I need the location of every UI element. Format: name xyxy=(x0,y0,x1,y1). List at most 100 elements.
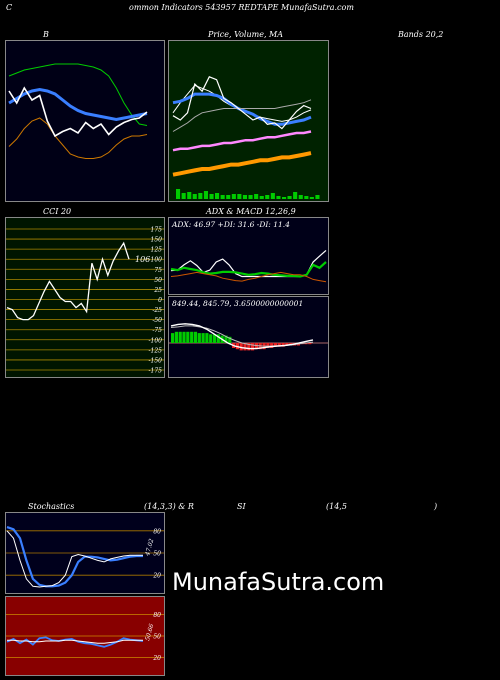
cci-line xyxy=(6,241,130,321)
volume-bar xyxy=(187,192,192,199)
adx-series-1 xyxy=(170,261,327,278)
rsi-chart: 80 50 20 50.66 xyxy=(5,596,165,676)
stochastics-tick-label: 80 xyxy=(153,528,161,535)
cci-label: CCI 20 xyxy=(43,207,72,216)
bollinger-chart xyxy=(5,40,165,202)
volume-bar xyxy=(203,191,208,199)
cci-tick-label: -50 xyxy=(152,317,162,324)
stochastics-series-0 xyxy=(6,526,143,588)
bands-label: Bands 20,2 xyxy=(398,30,444,39)
volume-bar xyxy=(237,194,242,199)
price-series-3 xyxy=(172,76,312,130)
macd-histogram-bar xyxy=(186,331,190,343)
volume-bar xyxy=(265,195,270,199)
macd-histogram-bar xyxy=(251,343,255,351)
macd-histogram-bar xyxy=(285,343,289,346)
macd-histogram-bar xyxy=(182,331,186,343)
macd-histogram-bar xyxy=(209,334,213,343)
cci-tick-label: 25 xyxy=(153,287,162,294)
volume-bar xyxy=(293,192,298,199)
cci-chart: 175 150 125 100 75 50 25 0 -25 -50 -75 -100 -125 -150… xyxy=(5,217,165,378)
macd-line xyxy=(170,323,314,350)
macd-histogram-bar xyxy=(190,331,194,343)
volume-bar xyxy=(287,196,292,199)
volume-bar xyxy=(220,195,225,199)
macd-histogram-bar xyxy=(212,334,217,343)
volume-bar xyxy=(248,195,253,199)
volume-bar xyxy=(176,189,181,199)
volume-bar xyxy=(309,197,314,199)
rsi-last-label: 50.66 xyxy=(144,623,155,642)
price-volume-ma-chart xyxy=(168,40,329,202)
macd-readout: 849.44, 845.79, 3.6500000000001 xyxy=(172,299,303,308)
macd-histogram-bar xyxy=(273,343,278,347)
volume-bar xyxy=(304,196,309,199)
rsi-tick-label: 80 xyxy=(153,612,161,619)
macd-histogram-bar xyxy=(266,343,270,348)
stoch-label-b: (14,3,3) & R xyxy=(144,502,194,511)
volume-bar xyxy=(181,193,186,199)
macd-histogram-bar xyxy=(243,343,247,351)
macd-histogram-bar xyxy=(247,343,251,351)
header-c: C xyxy=(6,3,13,12)
adx-macd-label: ADX & MACD 12,26,9 xyxy=(206,207,296,216)
price-series-1 xyxy=(172,92,312,126)
price-series-2 xyxy=(172,99,312,132)
volume-bar xyxy=(282,197,287,199)
macd-chart: 849.44, 845.79, 3.6500000000001 xyxy=(168,296,329,378)
cci-tick-label: -75 xyxy=(152,327,162,334)
cci-last-label: 106 xyxy=(135,255,150,264)
price-series-5 xyxy=(172,151,312,177)
bollinger-series-3 xyxy=(8,86,148,138)
bollinger-series-0 xyxy=(8,63,148,126)
macd-histogram-bar xyxy=(228,336,232,343)
cci-tick-label: -100 xyxy=(149,337,163,344)
adx-chart: ADX: 46.97 +DI: 31.6 -DI: 11.4 xyxy=(168,217,329,295)
panel-frame xyxy=(168,217,329,295)
volume-bar xyxy=(226,195,231,199)
volume-bar xyxy=(259,196,264,199)
cci-tick-label: 0 xyxy=(158,297,162,304)
volume-bar xyxy=(242,195,247,199)
volume-bar xyxy=(198,193,203,199)
macd-histogram-bar xyxy=(171,333,175,343)
macd-histogram-bar xyxy=(178,331,182,343)
cci-tick-label: 75 xyxy=(154,267,162,274)
cci-tick-label: 125 xyxy=(151,247,163,254)
macd-histogram-bar xyxy=(304,343,308,345)
cci-tick-label: -25 xyxy=(152,307,162,314)
macd-histogram-bar xyxy=(277,343,281,347)
macd-histogram-bar xyxy=(239,343,243,351)
watermark: MunafaSutra.com xyxy=(172,568,385,596)
bollinger-label: B xyxy=(43,30,49,39)
macd-histogram-bar xyxy=(197,333,201,343)
adx-readout: ADX: 46.97 +DI: 31.6 -DI: 11.4 xyxy=(171,220,290,229)
volume-bar xyxy=(276,196,281,199)
macd-histogram-bar xyxy=(281,343,285,347)
macd-histogram-bar xyxy=(224,335,228,343)
stochastics-series-1 xyxy=(6,530,143,588)
volume-bar xyxy=(215,193,220,199)
cci-tick-label: -150 xyxy=(149,357,163,364)
rsi-tick-label: 20 xyxy=(152,655,161,662)
stochastics-tick-label: 50 xyxy=(153,551,161,558)
rsi-series-1 xyxy=(7,639,143,644)
volume-bar xyxy=(209,194,214,199)
macd-histogram-bar xyxy=(216,334,220,343)
cci-tick-label: -175 xyxy=(149,368,163,375)
stoch-label-e: ) xyxy=(434,502,438,511)
volume-bar xyxy=(270,193,275,199)
macd-histogram-bar xyxy=(205,333,209,343)
page-title: ommon Indicators 543957 REDTAPE MunafaSu… xyxy=(129,3,354,12)
macd-histogram-bar xyxy=(201,333,205,343)
adx-series-2 xyxy=(170,271,327,283)
stochastics-chart: 80 50 20 47.02 xyxy=(5,512,165,594)
stoch-label-c: SI xyxy=(237,502,246,511)
volume-bar xyxy=(254,194,259,199)
volume-bar xyxy=(192,194,197,199)
cci-tick-label: 100 xyxy=(151,257,163,264)
macd-histogram-bar xyxy=(193,331,198,343)
macd-histogram-bar xyxy=(254,343,258,350)
macd-histogram-bar xyxy=(270,343,274,348)
cci-tick-label: 50 xyxy=(154,277,162,284)
